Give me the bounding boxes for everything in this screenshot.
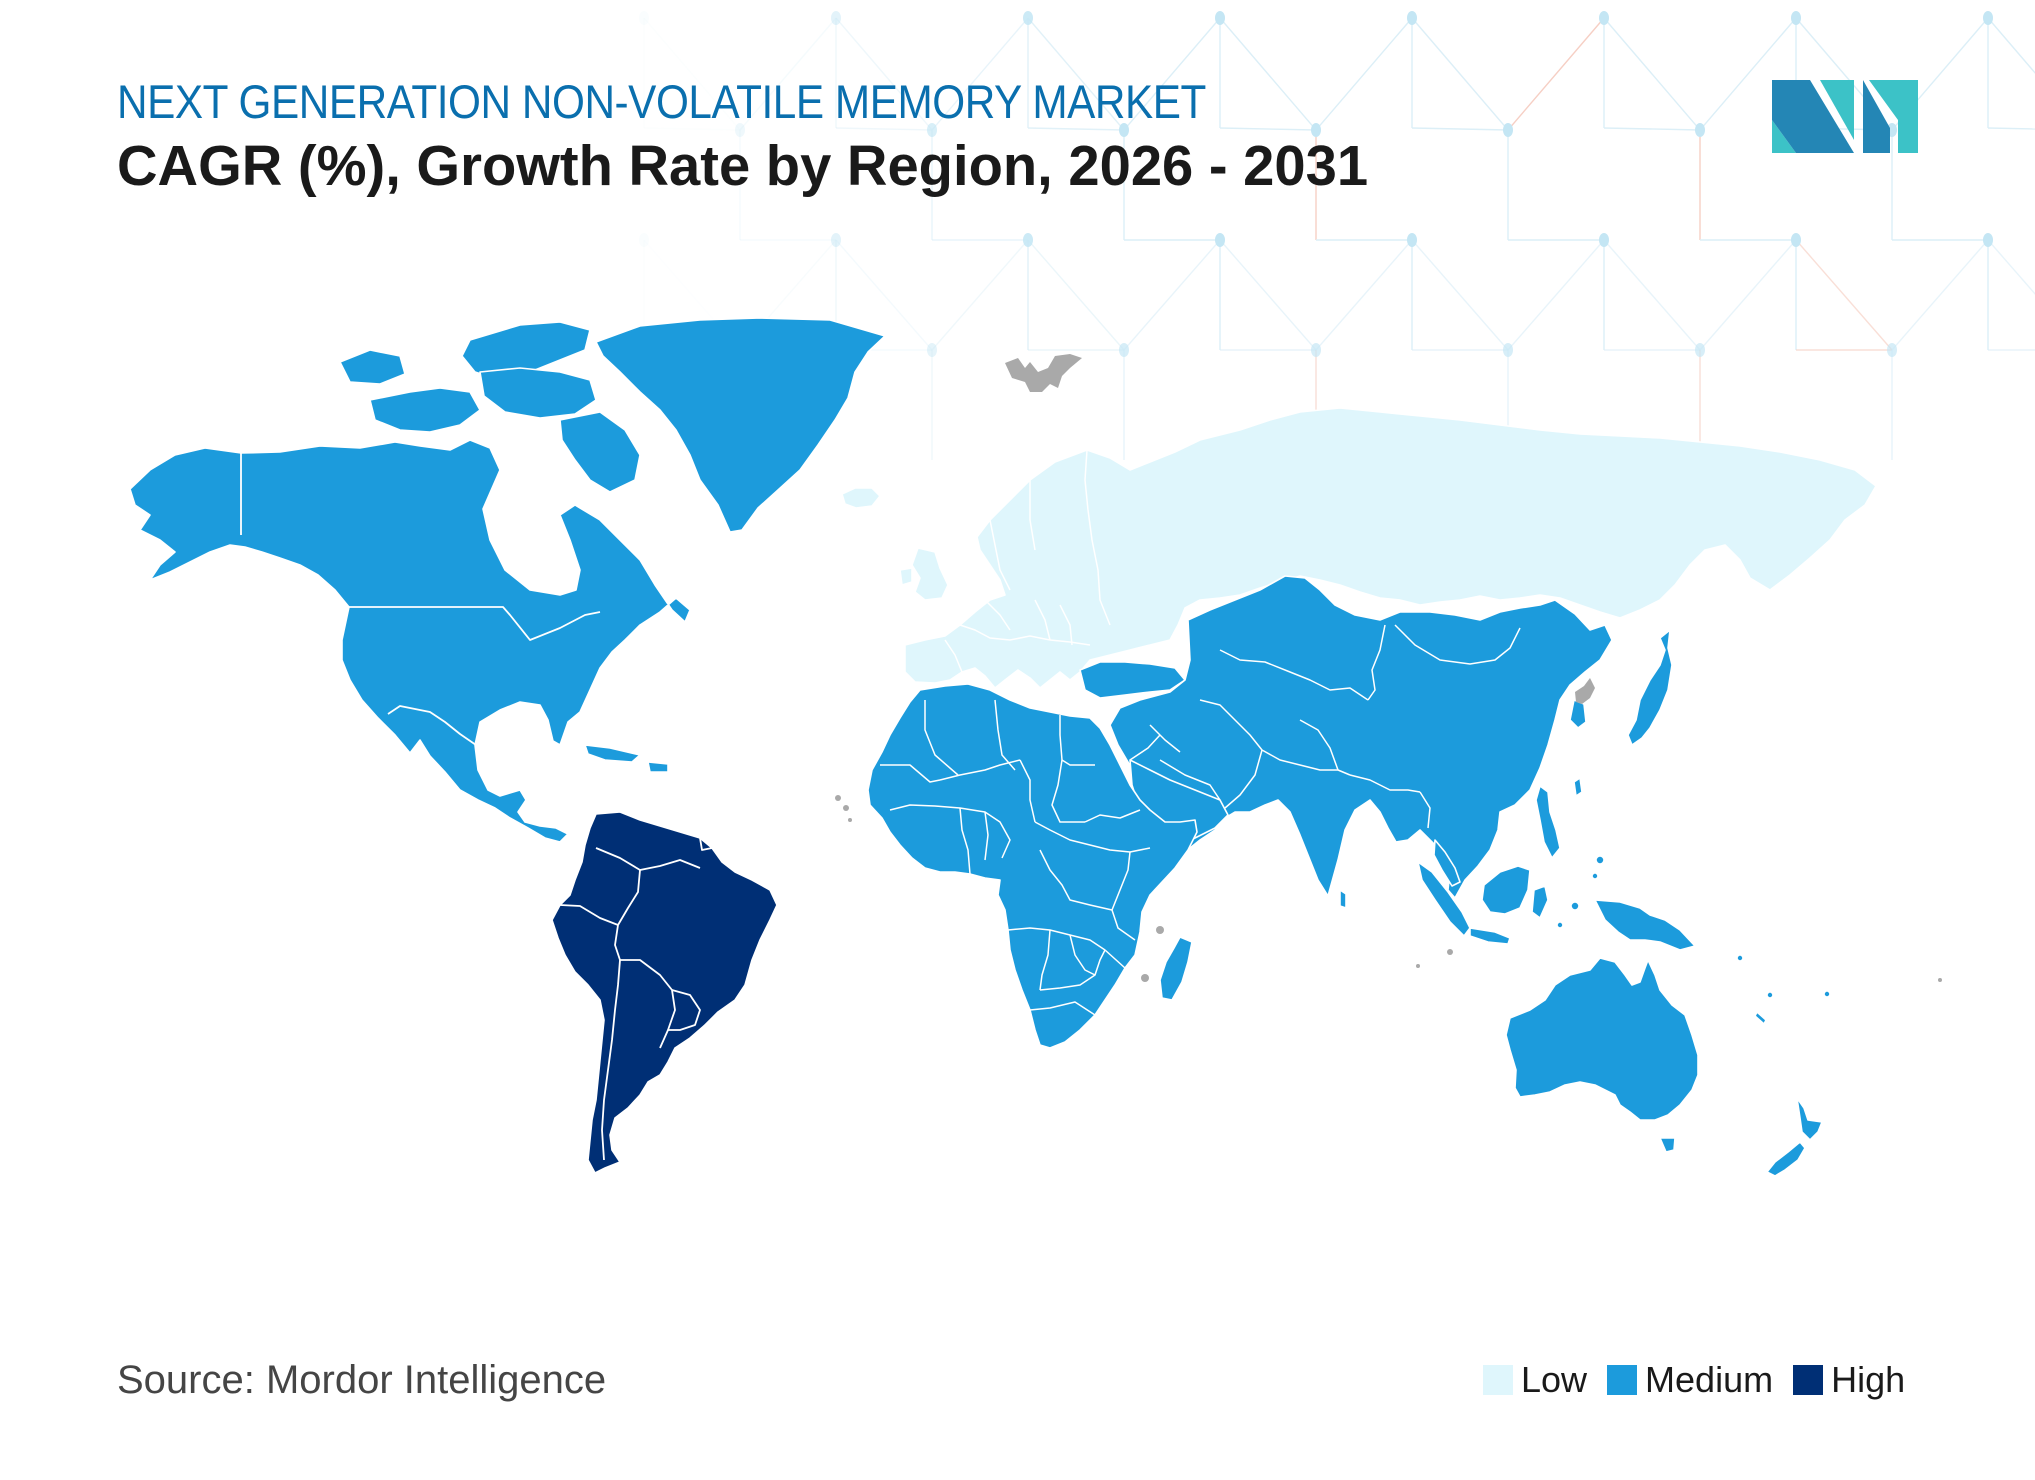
region-south-america[interactable] [551, 811, 778, 1174]
legend-swatch-low [1483, 1365, 1513, 1395]
south-korea [1569, 699, 1587, 729]
region-africa[interactable] [867, 683, 1198, 1049]
australia [1505, 957, 1699, 1121]
legend-label-high: High [1831, 1359, 1906, 1400]
legend-swatch-high [1793, 1365, 1824, 1395]
chart-subtitle: CAGR (%), Growth Rate by Region, 2026 - … [117, 134, 1369, 198]
title-block: NEXT GENERATION NON-VOLATILE MEMORY MARK… [117, 74, 1387, 200]
africa-borders [880, 699, 1151, 1016]
source-note: Source: Mordor Intelligence [117, 1358, 607, 1402]
north-america-borders [240, 453, 601, 746]
legend-swatch-medium [1607, 1365, 1638, 1395]
asia-borders [1129, 624, 1521, 829]
madagascar [1159, 936, 1193, 1001]
legend: Low Medium High [1483, 1356, 1905, 1404]
legend-item-medium[interactable]: Medium [1607, 1358, 1773, 1402]
region-australia-new-zealand[interactable] [1505, 957, 1823, 1177]
south-america-borders [559, 837, 713, 1161]
united-kingdom [911, 547, 949, 601]
iceland [841, 487, 881, 509]
greenland [595, 317, 886, 533]
region-asia-pacific-middle-east[interactable] [1079, 575, 1831, 1025]
south-america-mainland [551, 811, 778, 1174]
arctic-archipelago [461, 321, 591, 381]
north-america-mainland [129, 439, 691, 843]
legend-item-high[interactable]: High [1793, 1358, 1905, 1402]
legend-label-medium: Medium [1645, 1359, 1774, 1400]
legend-item-low[interactable]: Low [1483, 1358, 1587, 1402]
svalbard [1005, 354, 1082, 392]
region-north-america[interactable] [129, 317, 886, 843]
legend-label-low: Low [1521, 1359, 1588, 1400]
no-data-territories [835, 354, 1942, 982]
japan [1627, 629, 1673, 746]
new-zealand-south [1766, 1141, 1806, 1177]
north-korea [1575, 678, 1595, 704]
new-zealand-north [1796, 1097, 1823, 1141]
africa-mainland [867, 683, 1198, 1049]
chart-title: NEXT GENERATION NON-VOLATILE MEMORY MARK… [117, 75, 1206, 128]
europe-borders [944, 449, 1111, 673]
mordor-intelligence-logo-icon [1772, 80, 1918, 153]
new-guinea [1594, 899, 1696, 951]
tasmania [1659, 1137, 1676, 1153]
